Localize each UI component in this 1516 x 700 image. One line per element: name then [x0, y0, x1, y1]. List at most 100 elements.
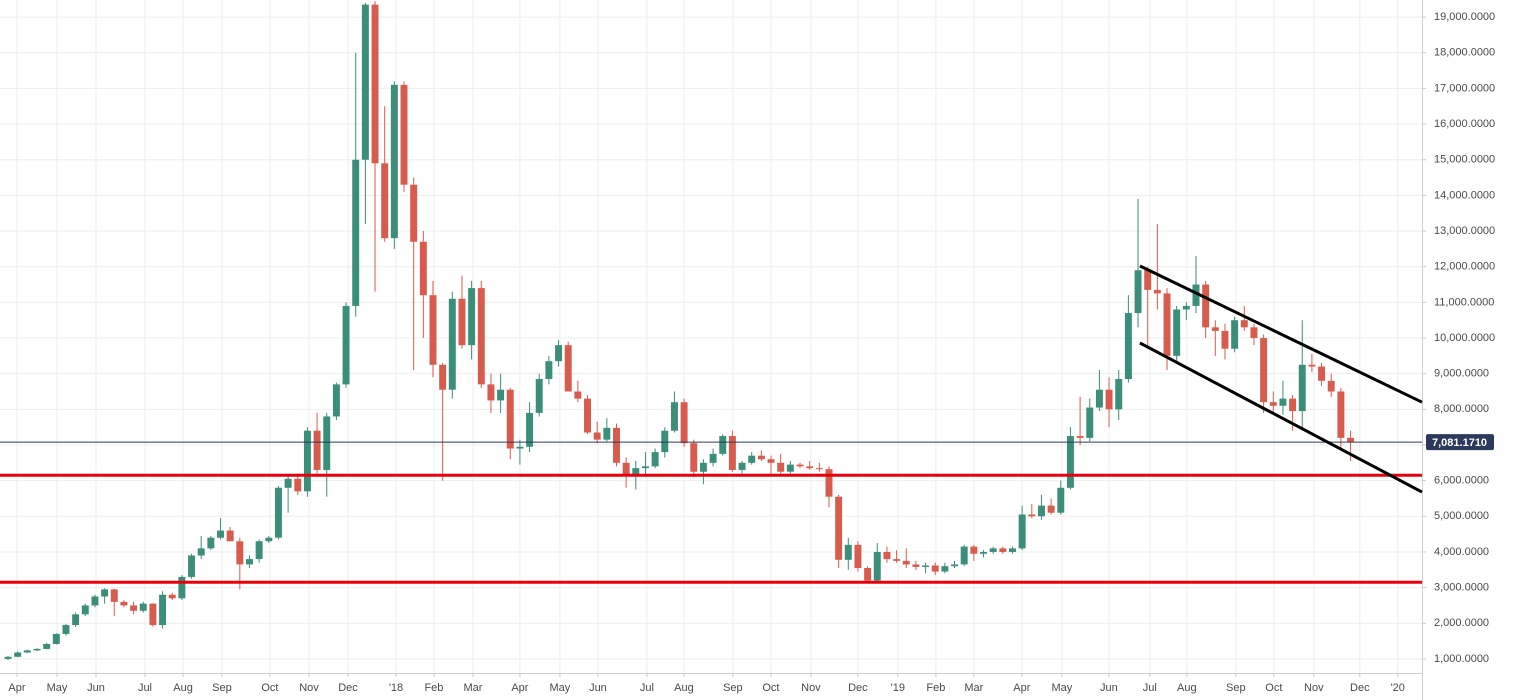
x-tick-label: Mar	[964, 682, 983, 694]
candle-body	[1337, 391, 1345, 438]
candle-body	[120, 601, 128, 606]
candle-body	[207, 537, 215, 549]
candle-body	[33, 648, 41, 651]
candle-body	[989, 548, 997, 552]
candle-body	[1095, 389, 1103, 408]
candle-body	[516, 446, 524, 449]
candle-body	[477, 288, 485, 385]
candle-body	[690, 443, 698, 472]
x-tick-label: Jul	[1143, 682, 1157, 694]
candle-body	[188, 555, 196, 577]
candle-body	[864, 567, 872, 581]
candle-body	[1192, 284, 1200, 306]
x-tick-label: Oct	[261, 682, 278, 694]
candle-body	[661, 430, 669, 453]
candle-body	[970, 546, 978, 554]
candle-body	[555, 345, 563, 362]
x-tick-label: Dec	[338, 682, 358, 694]
candle-body	[439, 364, 447, 390]
candle-body	[506, 389, 514, 449]
candle-body	[448, 298, 456, 390]
candle-body	[1231, 320, 1239, 349]
candle-body	[1318, 366, 1326, 381]
candle-body	[284, 478, 292, 488]
candle-body	[584, 398, 591, 433]
x-tick-label: May	[1051, 682, 1072, 694]
candle-body	[487, 384, 495, 401]
candle-body	[1115, 379, 1123, 410]
candle-body	[564, 345, 572, 392]
candle-body	[960, 546, 968, 565]
candle-body	[1289, 398, 1297, 412]
x-tick-label: Nov	[299, 682, 319, 694]
candle-body	[342, 305, 350, 385]
candle-body	[545, 361, 553, 380]
last-price-label: 7,081.1710	[1432, 437, 1487, 449]
candle-body	[699, 462, 707, 472]
candle-body	[4, 656, 12, 659]
candle-body	[574, 391, 582, 399]
candle-body	[101, 589, 109, 597]
candle-body	[796, 464, 804, 467]
candle-body	[14, 652, 22, 657]
candle-body	[738, 462, 746, 470]
candle-body	[941, 566, 949, 572]
candle-body	[91, 596, 99, 606]
candle-body	[1105, 389, 1113, 410]
x-tick-label: Jun	[589, 682, 607, 694]
candle-body	[1327, 380, 1335, 392]
candle-body	[1260, 338, 1268, 403]
y-tick-label: 19,000.0000	[1434, 11, 1495, 23]
candle-body	[641, 466, 649, 469]
candle-body	[1279, 398, 1287, 406]
candle-body	[429, 295, 437, 365]
x-tick-label: '18	[389, 682, 403, 694]
candle-body	[352, 159, 360, 306]
candle-body	[883, 551, 891, 560]
candle-body	[632, 468, 640, 476]
x-tick-label: Jul	[138, 682, 152, 694]
x-tick-label: May	[550, 682, 571, 694]
candle-body	[1018, 514, 1026, 549]
candle-body	[245, 559, 253, 565]
candle-body	[767, 459, 775, 463]
candle-body	[323, 416, 331, 470]
x-tick-label: Oct	[762, 682, 779, 694]
candle-body	[893, 559, 901, 561]
candle-body	[371, 4, 379, 164]
candle-body	[1211, 327, 1219, 331]
y-tick-label: 9,000.0000	[1434, 368, 1489, 380]
candle-body	[825, 469, 833, 497]
x-tick-label: Apr	[1013, 682, 1030, 694]
x-tick-label: Aug	[1177, 682, 1197, 694]
candle-body	[23, 650, 31, 653]
y-tick-label: 14,000.0000	[1434, 189, 1495, 201]
candle-body	[419, 241, 427, 296]
candle-body	[149, 603, 157, 626]
candle-body	[1347, 437, 1355, 443]
x-tick-label: Mar	[463, 682, 482, 694]
y-tick-label: 15,000.0000	[1434, 154, 1495, 166]
candle-body	[81, 605, 89, 615]
candle-body	[844, 544, 852, 560]
candle-body	[139, 603, 147, 611]
trend-line	[1139, 341, 1423, 494]
x-tick-label: Sep	[723, 682, 743, 694]
candle-body	[1076, 436, 1084, 438]
candle-body	[1221, 330, 1229, 349]
x-tick-label: Jul	[640, 682, 654, 694]
candle-body	[1124, 313, 1132, 380]
candle-body	[951, 564, 959, 567]
candle-body	[1298, 364, 1306, 412]
candle-body	[728, 436, 736, 470]
candle-body	[922, 565, 930, 567]
candle-body	[361, 4, 369, 160]
x-tick-label: Feb	[926, 682, 945, 694]
candle-body	[400, 84, 408, 185]
y-tick-label: 16,000.0000	[1434, 118, 1495, 130]
candle-body	[622, 462, 630, 476]
candle-body	[497, 389, 505, 401]
candle-body	[931, 565, 939, 572]
candle-body	[902, 560, 910, 565]
